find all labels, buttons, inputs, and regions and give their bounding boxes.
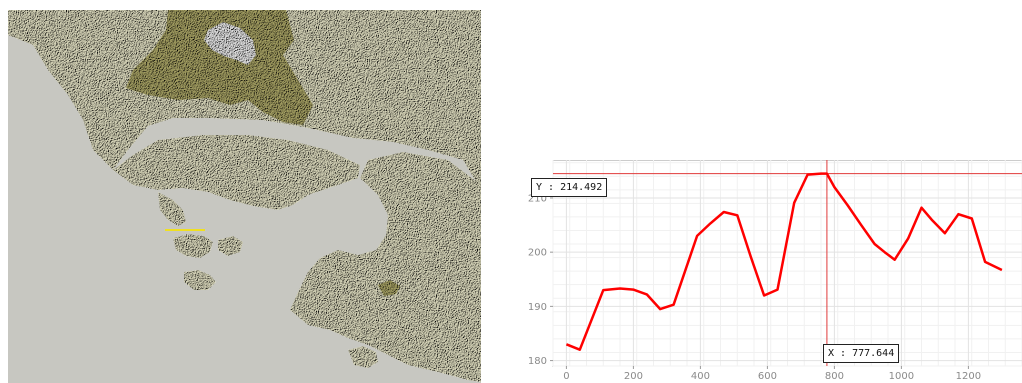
- y-tick-label: 180: [528, 356, 547, 367]
- coastal-strip: [113, 135, 360, 210]
- x-tick-label: 1200: [956, 371, 981, 382]
- highland-spot: [378, 280, 400, 296]
- elevation-profile-line: [565, 172, 1003, 351]
- x-tick-label: 1000: [889, 371, 914, 382]
- terrain-map[interactable]: [8, 10, 481, 383]
- highland-zone: [126, 10, 313, 125]
- terrain-map-canvas: [8, 10, 481, 383]
- profile-chart-canvas: 0 200 400 600 800 1000 1200 180 190 200 210: [528, 160, 1022, 382]
- elevation-profile-chart[interactable]: 0 200 400 600 800 1000 1200 180 190 200 210 Y : 21…: [500, 160, 1022, 383]
- y-tick-label: 190: [528, 302, 547, 313]
- x-tick-label: 800: [825, 371, 844, 382]
- island-south: [184, 270, 216, 290]
- headland: [158, 192, 186, 226]
- y-value-readout: Y : 214.492: [531, 178, 608, 197]
- island-southeast: [348, 346, 378, 368]
- x-value-readout: X : 777.644: [823, 344, 900, 363]
- mountain-peak: [204, 22, 256, 65]
- x-tick-label: 0: [563, 371, 569, 382]
- x-tick-label: 200: [624, 371, 643, 382]
- y-tick-label: 200: [528, 248, 547, 259]
- island-west: [173, 234, 213, 258]
- x-tick-label: 600: [758, 371, 777, 382]
- y-tick-label: 210: [528, 193, 547, 204]
- island-middle: [218, 236, 243, 256]
- southern-peninsula: [290, 152, 481, 382]
- x-tick-label: 400: [691, 371, 710, 382]
